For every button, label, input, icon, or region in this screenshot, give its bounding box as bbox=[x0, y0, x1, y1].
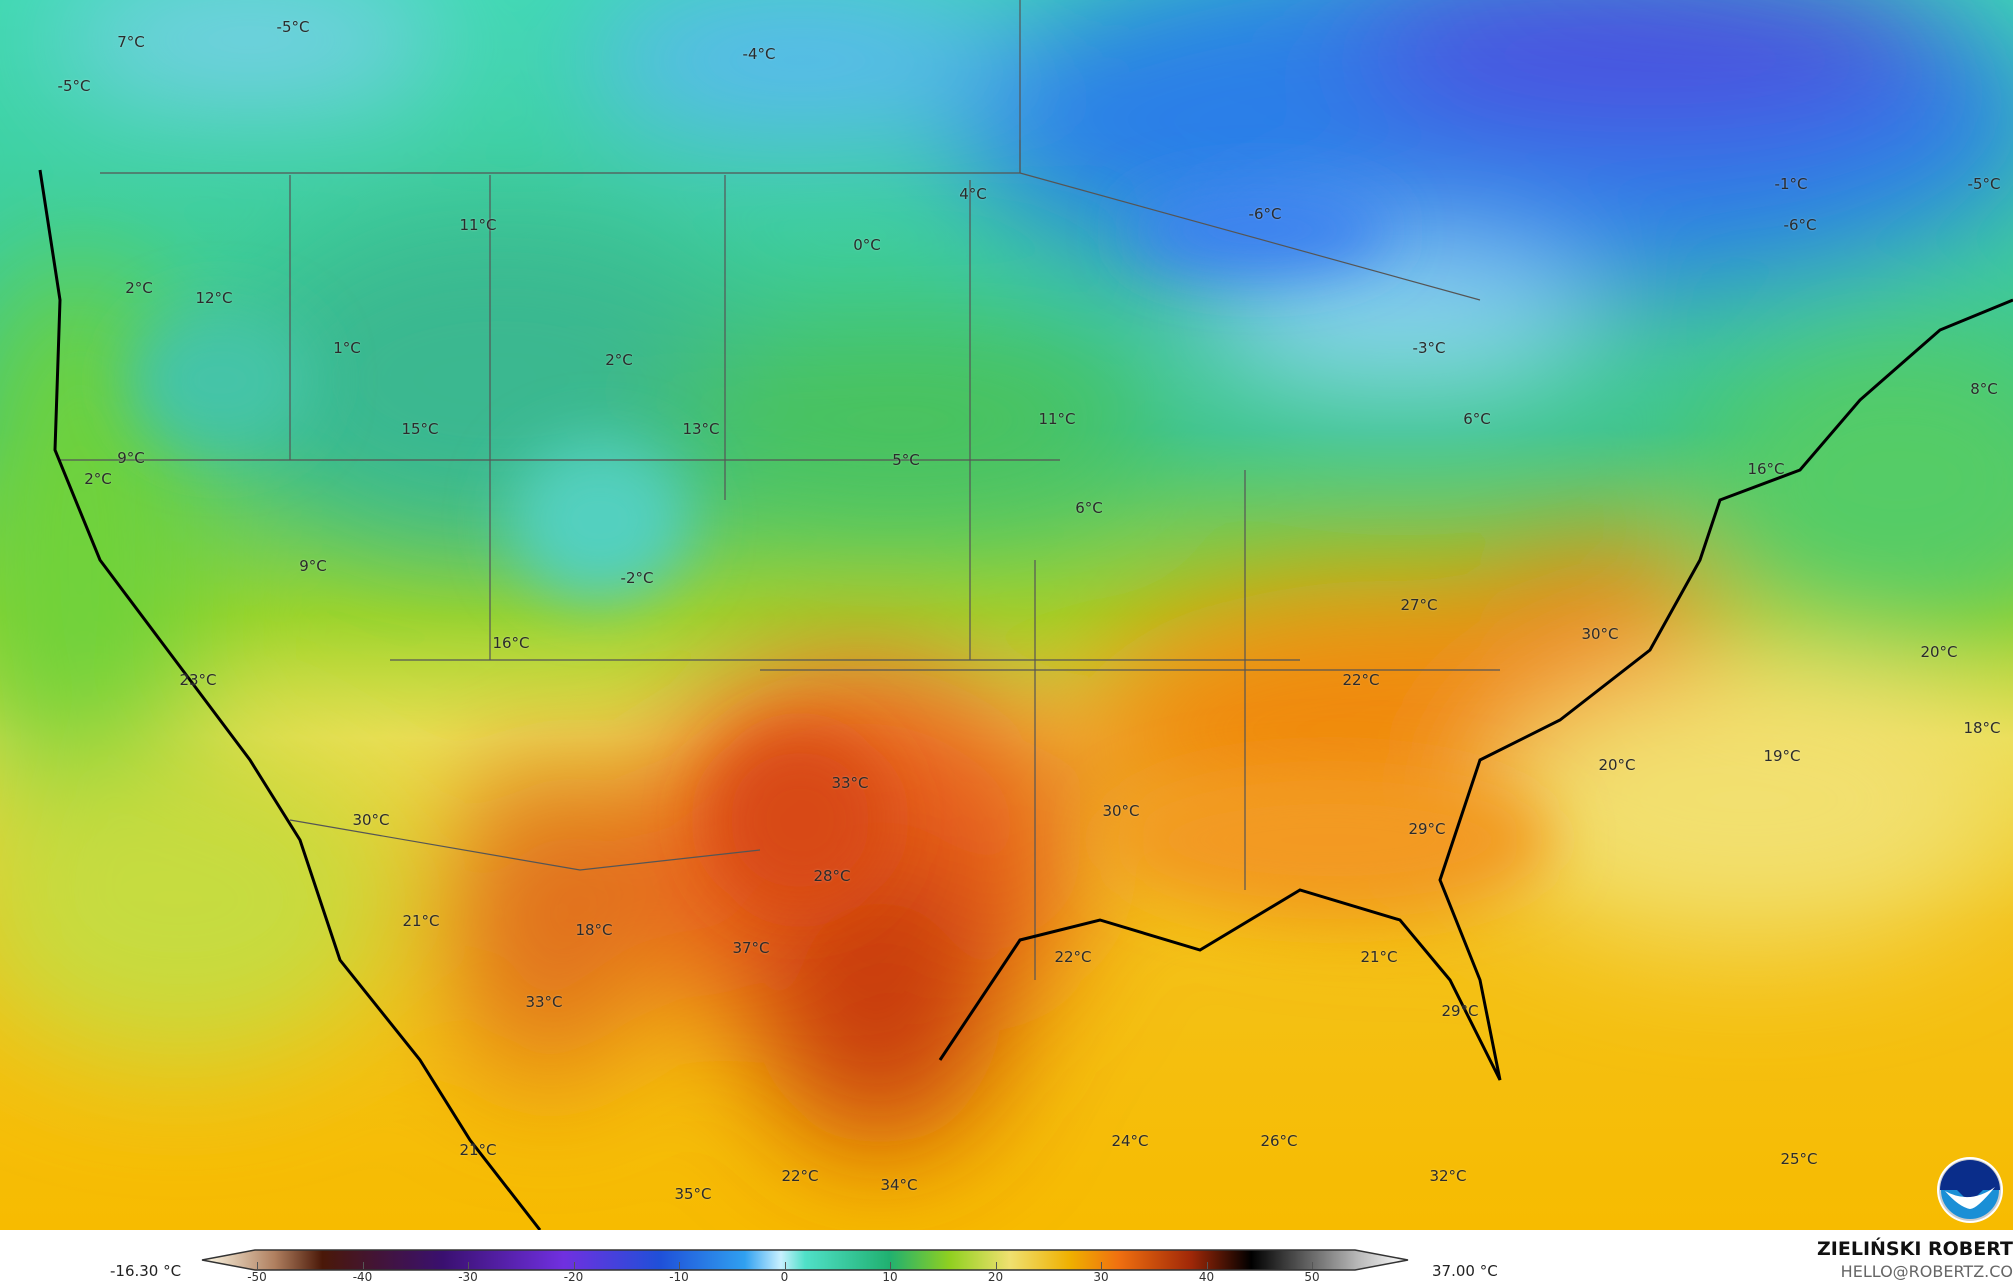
temperature-label: 22°C bbox=[1054, 948, 1092, 966]
state-borders bbox=[60, 0, 1500, 980]
temperature-label: 30°C bbox=[1581, 625, 1619, 643]
temperature-label: 9°C bbox=[299, 557, 327, 575]
colorbar-tick-mark bbox=[362, 1262, 364, 1269]
temperature-label: 29°C bbox=[1441, 1002, 1479, 1020]
colorbar-tick-mark bbox=[784, 1262, 786, 1269]
temperature-label: 32°C bbox=[1429, 1167, 1467, 1185]
colorbar-tick-mark bbox=[995, 1262, 997, 1269]
temperature-label: 20°C bbox=[1598, 756, 1636, 774]
temperature-label: 4°C bbox=[959, 185, 987, 203]
temperature-label: 2°C bbox=[84, 470, 112, 488]
temperature-label: 11°C bbox=[459, 216, 497, 234]
temperature-label: 37°C bbox=[732, 939, 770, 957]
temperature-label: -1°C bbox=[1774, 175, 1808, 193]
temperature-label: 28°C bbox=[813, 867, 851, 885]
temperature-label: 21°C bbox=[402, 912, 440, 930]
colorbar-tick-label: 30 bbox=[1093, 1270, 1109, 1284]
colorbar-tick-mark bbox=[679, 1262, 680, 1269]
temperature-label: -6°C bbox=[1783, 216, 1817, 234]
temperature-label: -5°C bbox=[1967, 175, 2001, 193]
temperature-label: 21°C bbox=[1360, 948, 1398, 966]
temperature-label: 21°C bbox=[459, 1141, 497, 1159]
colorbar-tick-label: 40 bbox=[1198, 1270, 1215, 1284]
temperature-label: 18°C bbox=[575, 921, 613, 939]
colorbar-legend: -16.30 °C -50 -40 -30 -20 -10 0 10 20 30 40 50 37.… bbox=[0, 1230, 2013, 1287]
temperature-label: -2°C bbox=[620, 569, 654, 587]
colorbar-tick-mark bbox=[257, 1262, 258, 1269]
temperature-label: 0°C bbox=[853, 236, 881, 254]
temperature-label: 15°C bbox=[401, 420, 439, 438]
noaa-logo bbox=[1937, 1157, 2003, 1223]
temperature-label: 34°C bbox=[880, 1176, 918, 1194]
temperature-label: 25°C bbox=[1780, 1150, 1818, 1168]
temperature-label: 16°C bbox=[1747, 460, 1785, 478]
temperature-label: 6°C bbox=[1075, 499, 1103, 517]
colorbar-tick-label: 20 bbox=[987, 1270, 1004, 1284]
temperature-label: 20°C bbox=[1920, 643, 1958, 661]
temperature-label: 11°C bbox=[1038, 410, 1076, 428]
author-email: HELLO@ROBERTZ.CO bbox=[1840, 1262, 2013, 1281]
temperature-label: 1°C bbox=[333, 339, 361, 357]
temperature-label: 6°C bbox=[1463, 410, 1491, 428]
colorbar bbox=[201, 1249, 1409, 1271]
min-value: -16.30 °C bbox=[110, 1262, 182, 1280]
temperature-label: 9°C bbox=[117, 449, 145, 467]
temperature-label: 16°C bbox=[492, 634, 530, 652]
colorbar-tick-label: -40 bbox=[352, 1270, 373, 1284]
temperature-label: 18°C bbox=[1963, 719, 2001, 737]
colorbar-tick-mark bbox=[468, 1262, 469, 1269]
temperature-label: 2°C bbox=[125, 279, 153, 297]
temperature-label: 8°C bbox=[1970, 380, 1998, 398]
coastlines bbox=[38, 169, 2013, 1230]
temperature-label: -6°C bbox=[1248, 205, 1282, 223]
max-value: 37.00 °C bbox=[1432, 1262, 1498, 1280]
temperature-label: 30°C bbox=[352, 811, 390, 829]
temperature-label: 19°C bbox=[1763, 747, 1801, 765]
temperature-label: 22°C bbox=[781, 1167, 819, 1185]
temperature-label: 33°C bbox=[831, 774, 869, 792]
temperature-label: -5°C bbox=[276, 18, 310, 36]
temperature-label: -5°C bbox=[57, 77, 91, 95]
colorbar-tick-label: -30 bbox=[458, 1270, 478, 1284]
temperature-label: 24°C bbox=[1111, 1132, 1149, 1150]
colorbar-tick-label: 0 bbox=[780, 1270, 789, 1284]
colorbar-tick-mark bbox=[890, 1262, 891, 1269]
temperature-label: 2°C bbox=[605, 351, 633, 369]
temperature-label: 5°C bbox=[892, 451, 920, 469]
colorbar-tick-mark bbox=[1206, 1262, 1208, 1269]
temperature-label: 29°C bbox=[1408, 820, 1446, 838]
temperature-label: 30°C bbox=[1102, 802, 1140, 820]
temperature-map[interactable]: 7°C -5°C -5°C -4°C 4°C -6°C -1°C -5°C -6°C 11°C 0°… bbox=[0, 0, 2013, 1230]
temperature-label: 7°C bbox=[117, 33, 145, 51]
colorbar-tick-label: -20 bbox=[563, 1270, 584, 1284]
colorbar-tick-mark bbox=[1312, 1262, 1313, 1269]
colorbar-tick-label: 10 bbox=[882, 1270, 898, 1284]
colorbar-tick-label: 50 bbox=[1304, 1270, 1320, 1284]
author-name: ZIELIŃSKI ROBERT bbox=[1817, 1238, 2013, 1260]
colorbar-tick-label: -50 bbox=[247, 1270, 267, 1284]
temperature-label: 33°C bbox=[525, 993, 563, 1011]
temperature-field bbox=[0, 0, 2013, 1230]
temperature-label: -3°C bbox=[1412, 339, 1446, 357]
temperature-label: 12°C bbox=[195, 289, 233, 307]
colorbar-tick-mark bbox=[1101, 1262, 1102, 1269]
temperature-label: 23°C bbox=[179, 671, 217, 689]
temperature-label: 27°C bbox=[1400, 596, 1438, 614]
temperature-label: 22°C bbox=[1342, 671, 1380, 689]
temperature-label: -4°C bbox=[742, 45, 776, 63]
colorbar-tick-mark bbox=[573, 1262, 575, 1269]
temperature-label: 13°C bbox=[682, 420, 720, 438]
temperature-label: 26°C bbox=[1260, 1132, 1298, 1150]
colorbar-tick-label: -10 bbox=[669, 1270, 689, 1284]
temperature-label: 35°C bbox=[674, 1185, 712, 1203]
